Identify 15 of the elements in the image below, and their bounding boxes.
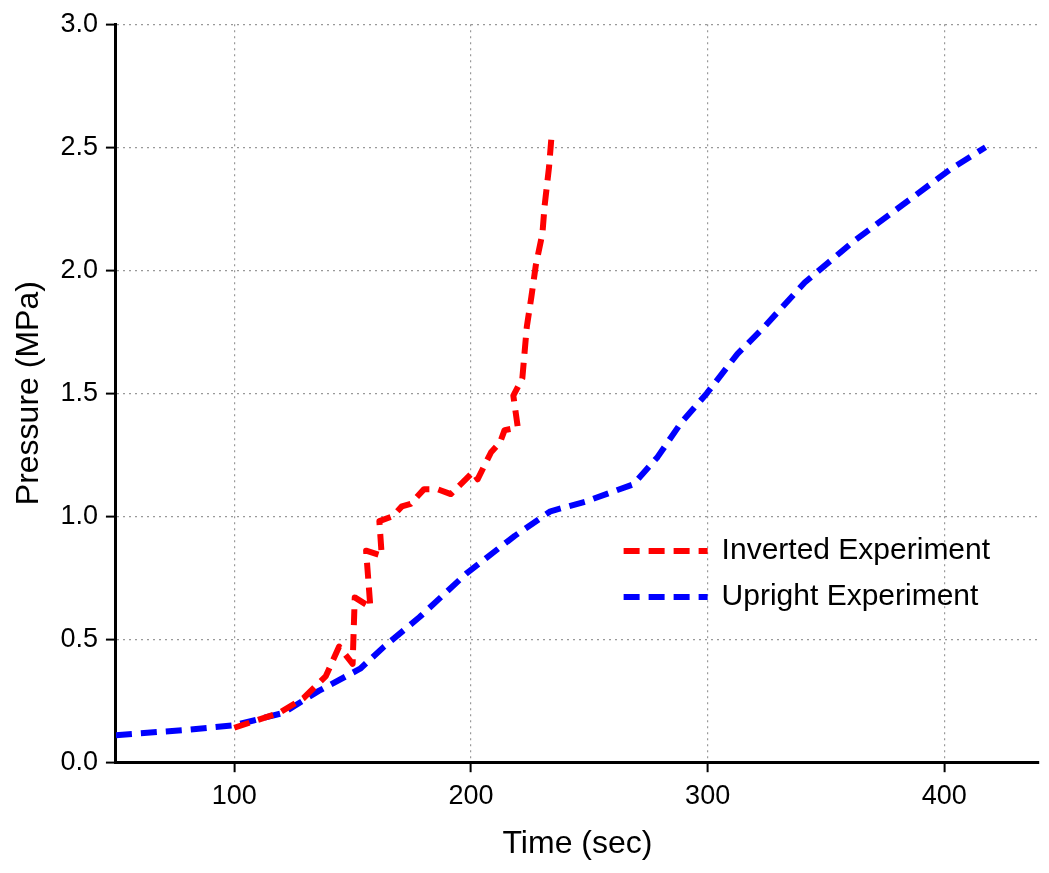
legend-label: Inverted Experiment — [721, 532, 991, 566]
y-tick-label: 1.5 — [60, 376, 98, 407]
y-tick-label: 2.0 — [60, 253, 98, 284]
y-tick-label: 2.5 — [60, 130, 98, 161]
y-tick-label: 0.5 — [60, 622, 98, 653]
y-tick-label: 3.0 — [60, 7, 98, 38]
x-axis-title: Time (sec) — [502, 823, 653, 860]
y-tick-label: 0.0 — [60, 745, 98, 776]
x-tick-label: 100 — [211, 779, 257, 810]
x-tick-label: 300 — [685, 779, 731, 810]
y-axis-title: Pressure (MPa) — [9, 281, 46, 506]
x-tick-label: 200 — [448, 779, 494, 810]
legend-label: Upright Experiment — [721, 578, 980, 612]
y-tick-label: 1.0 — [60, 499, 98, 530]
x-tick-label: 400 — [921, 779, 967, 810]
